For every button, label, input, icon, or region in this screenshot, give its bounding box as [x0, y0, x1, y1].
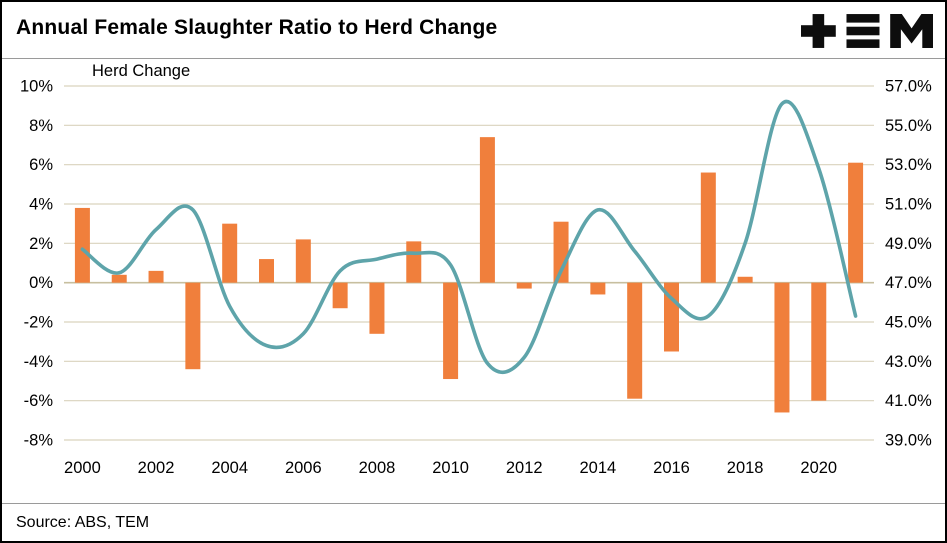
- herd-change-bar: [295, 239, 311, 283]
- x-axis-tick: 2018: [727, 459, 764, 477]
- x-axis-tick: 2010: [432, 459, 469, 477]
- herd-change-bar: [774, 282, 790, 413]
- herd-change-bar: [700, 172, 716, 283]
- left-axis-tick: -6%: [24, 392, 54, 410]
- left-axis-tick: -4%: [24, 353, 54, 371]
- herd-change-bar: [479, 137, 495, 283]
- herd-change-bar: [848, 162, 864, 283]
- x-axis-tick: 2012: [506, 459, 543, 477]
- right-axis-tick: 47.0%: [885, 274, 932, 292]
- right-axis-tick: 41.0%: [885, 392, 932, 410]
- x-axis-tick: 2006: [285, 459, 322, 477]
- herd-change-bar: [627, 282, 643, 399]
- x-axis-tick: 2020: [800, 459, 837, 477]
- herd-change-bar: [443, 282, 459, 380]
- header: Annual Female Slaughter Ratio to Herd Ch…: [2, 2, 945, 59]
- right-axis-tick: 53.0%: [885, 156, 932, 174]
- left-axis-title: Herd Change: [92, 62, 190, 80]
- x-axis-tick: 2008: [359, 459, 396, 477]
- left-axis-tick: -8%: [24, 432, 54, 450]
- chart-area: 10% 8% 6% 4% 2% 0% -2% -4% -6% -8% 57.0% 55.0% 53.0%…: [2, 60, 945, 506]
- herd-change-bar: [590, 282, 606, 295]
- tem-logo: [801, 9, 933, 53]
- footer: Source: ABS, TEM: [2, 503, 945, 541]
- logo-bars-icon: [846, 14, 880, 23]
- left-axis-tick: 2%: [29, 235, 53, 253]
- herd-change-bar: [259, 259, 274, 283]
- right-axis-tick: 55.0%: [885, 117, 932, 135]
- herd-change-bar: [74, 207, 90, 283]
- left-axis-tick: 0%: [29, 274, 53, 292]
- herd-change-bar: [406, 241, 422, 283]
- left-axis-tick: 6%: [29, 156, 53, 174]
- herd-change-bar: [737, 276, 753, 283]
- herd-change-bar: [369, 282, 385, 334]
- herd-change-bar: [111, 274, 127, 283]
- logo-bars-icon: [846, 39, 880, 48]
- herd-change-bar: [222, 223, 238, 283]
- female-slaughter-ratio-line: [80, 99, 858, 375]
- x-axis-tick: 2016: [653, 459, 690, 477]
- source-text: Source: ABS, TEM: [16, 513, 150, 531]
- right-axis-tick: 45.0%: [885, 314, 932, 332]
- logo-bars-icon: [846, 26, 880, 36]
- left-axis-tick: 8%: [29, 117, 53, 135]
- page-title: Annual Female Slaughter Ratio to Herd Ch…: [16, 16, 498, 39]
- right-axis-tick: 57.0%: [885, 78, 932, 96]
- right-axis-tick: 51.0%: [885, 196, 932, 214]
- herd-change-bar: [516, 282, 532, 289]
- left-axis-tick: -2%: [24, 314, 54, 332]
- left-axis-tick: 10%: [20, 78, 53, 96]
- herd-change-bar: [332, 282, 348, 309]
- x-axis-tick: 2002: [138, 459, 175, 477]
- herd-change-bar: [148, 270, 164, 283]
- left-axis-tick: 4%: [29, 196, 53, 214]
- tem-logo-icon: [801, 14, 933, 48]
- logo-plus-icon: [801, 25, 836, 37]
- x-axis-tick: 2000: [64, 459, 101, 477]
- herd-change-chart: 10% 8% 6% 4% 2% 0% -2% -4% -6% -8% 57.0% 55.0% 53.0%…: [20, 62, 932, 477]
- herd-change-bar: [811, 282, 827, 401]
- herd-change-bar: [553, 221, 569, 283]
- right-axis-tick: 49.0%: [885, 235, 932, 253]
- right-axis-tick: 39.0%: [885, 432, 932, 450]
- x-axis-tick: 2014: [580, 459, 617, 477]
- x-axis-tick: 2004: [211, 459, 248, 477]
- logo-m-icon: [890, 14, 933, 48]
- right-axis-tick: 43.0%: [885, 353, 932, 371]
- herd-change-bar: [185, 282, 201, 370]
